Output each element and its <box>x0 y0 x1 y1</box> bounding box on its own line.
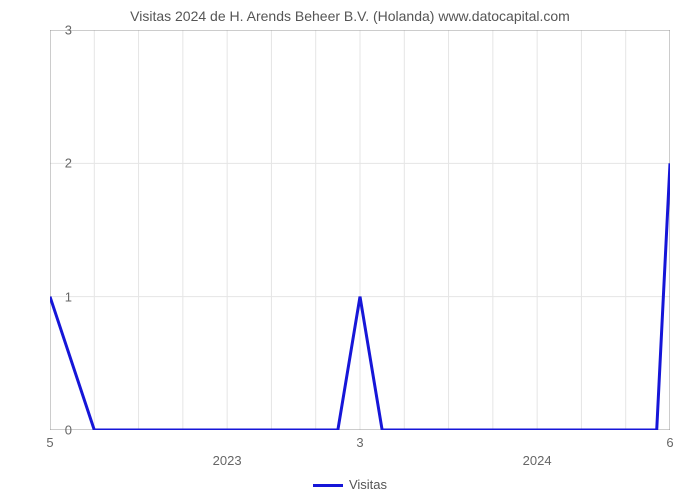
x-tick-label: 3 <box>356 435 363 450</box>
x-tick-label: 6 <box>666 435 673 450</box>
chart-title: Visitas 2024 de H. Arends Beheer B.V. (H… <box>0 8 700 24</box>
y-tick-label: 0 <box>65 423 72 438</box>
legend-label: Visitas <box>349 477 387 492</box>
y-tick-label: 3 <box>65 23 72 38</box>
y-tick-label: 2 <box>65 156 72 171</box>
legend-line <box>313 484 343 487</box>
x-major-label: 2024 <box>523 453 552 468</box>
legend: Visitas <box>0 477 700 492</box>
plot-area <box>50 30 670 430</box>
x-tick-label: 5 <box>46 435 53 450</box>
x-major-label: 2023 <box>213 453 242 468</box>
y-tick-label: 1 <box>65 289 72 304</box>
chart-container: Visitas 2024 de H. Arends Beheer B.V. (H… <box>0 0 700 500</box>
